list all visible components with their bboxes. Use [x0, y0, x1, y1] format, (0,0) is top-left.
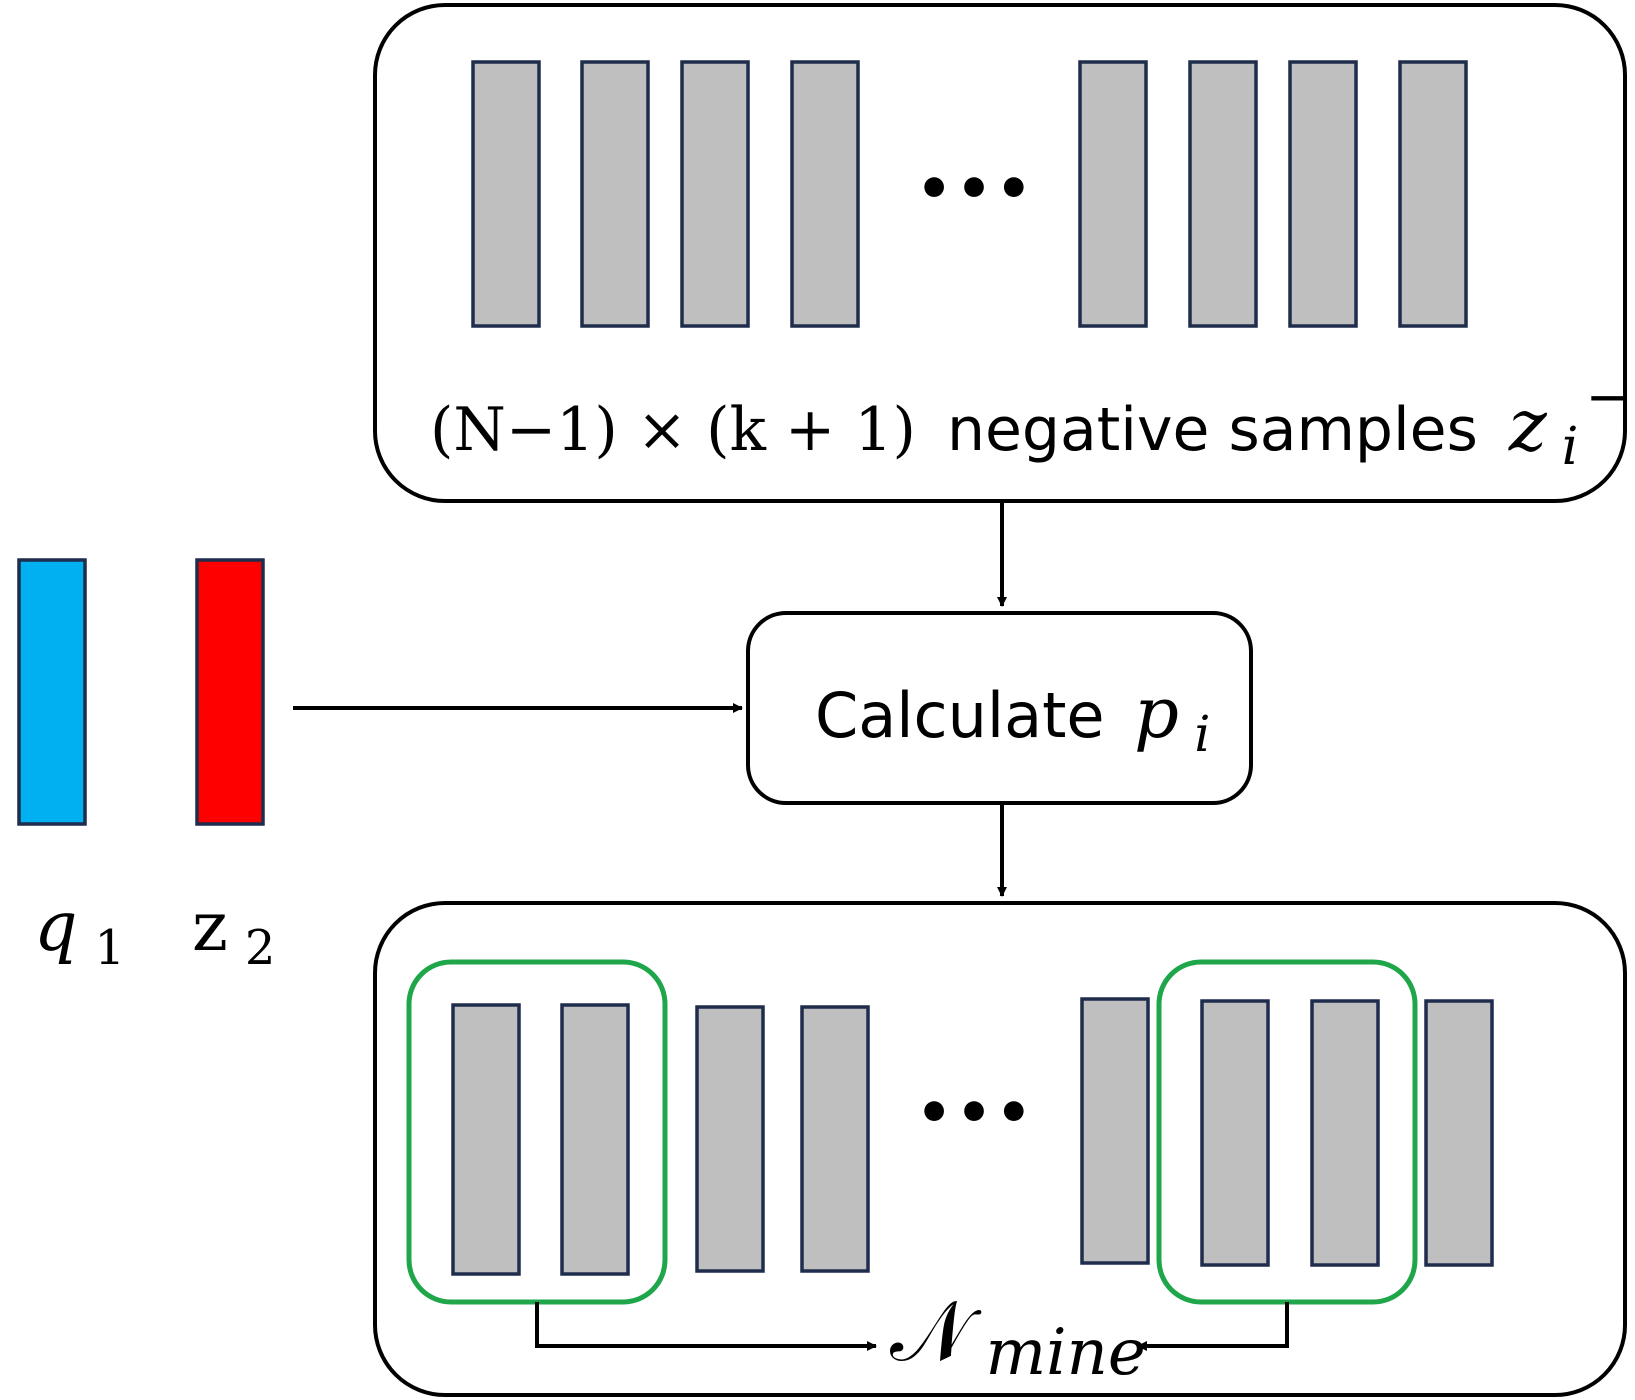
z2-vector [195, 558, 265, 826]
negative-sample-bar [471, 60, 541, 328]
negative-sample-bar [580, 60, 650, 328]
caption-text: negative samples [947, 395, 1478, 465]
mined-sample-bars [451, 997, 1494, 1276]
top-ellipsis: ••• [916, 157, 1035, 222]
negative-sample-bar [1188, 60, 1258, 328]
mined-sample-bar [800, 1005, 870, 1273]
caption-variable-sub: i [1562, 417, 1579, 477]
negative-sample-bar [790, 60, 860, 328]
negative-sample-bar [1078, 60, 1148, 328]
mined-sample-bar [1310, 999, 1380, 1267]
negative-sample-bar [1398, 60, 1468, 328]
calculate-text: Calculate [815, 679, 1105, 752]
caption-variable: z [1508, 383, 1548, 467]
mined-sample-bar [560, 1003, 630, 1276]
negative-samples-caption: (N−1) × (k + 1) negative samples z i − [430, 365, 1632, 477]
calculate-box [746, 611, 1253, 805]
mined-sample-bar [1424, 999, 1494, 1267]
caption-variable-sup: − [1585, 365, 1632, 430]
z2-sub: 2 [245, 920, 276, 976]
mined-sample-bar [695, 1005, 765, 1273]
calculate-variable-sub: i [1194, 705, 1210, 763]
arrow-left-group-to-mine [535, 1302, 877, 1351]
negative-sample-bar [1288, 60, 1358, 328]
z2-variable: z [192, 888, 228, 967]
mined-sample-bar [1080, 997, 1150, 1265]
z2-label: z 2 [192, 888, 275, 976]
mine-set-label: 𝒩 mine [890, 1282, 1146, 1390]
mined-sample-bar [451, 1003, 521, 1276]
calculate-label: Calculate p i [815, 672, 1210, 763]
bottom-ellipsis: ••• [916, 1081, 1035, 1146]
q1-vector [17, 558, 87, 826]
mine-set-symbol: 𝒩 [890, 1282, 982, 1380]
arrow-right-group-to-mine [1137, 1302, 1289, 1351]
negative-sample-bar [680, 60, 750, 328]
mine-set-sub: mine [985, 1316, 1145, 1390]
caption-count-expression: (N−1) × (k + 1) [430, 395, 916, 465]
q1-sub: 1 [95, 920, 126, 976]
negative-sample-bars [471, 60, 1468, 328]
mined-sample-bar [1200, 999, 1270, 1267]
q1-variable: q [34, 888, 78, 967]
q1-label: q 1 [34, 888, 125, 976]
calculate-variable: p [1134, 672, 1179, 754]
